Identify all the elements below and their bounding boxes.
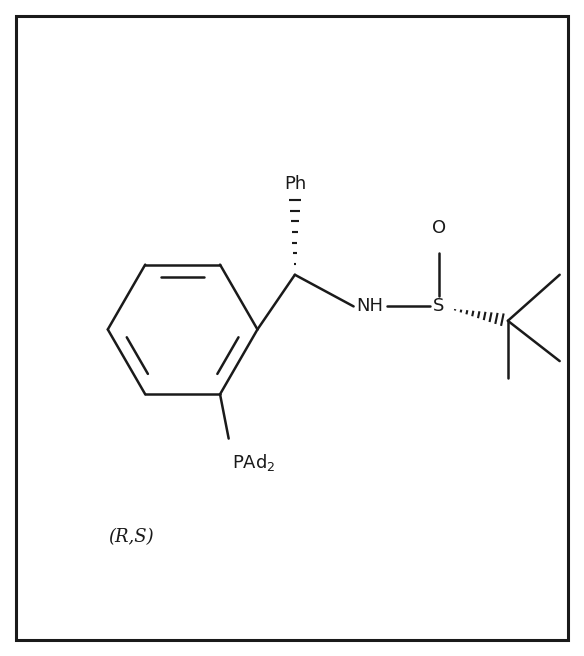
Text: (R,S): (R,S) xyxy=(108,527,154,546)
Text: O: O xyxy=(432,219,446,237)
Text: Ph: Ph xyxy=(284,175,306,193)
Text: PAd$_2$: PAd$_2$ xyxy=(231,452,275,473)
Text: S: S xyxy=(433,297,444,316)
Text: NH: NH xyxy=(356,297,383,316)
